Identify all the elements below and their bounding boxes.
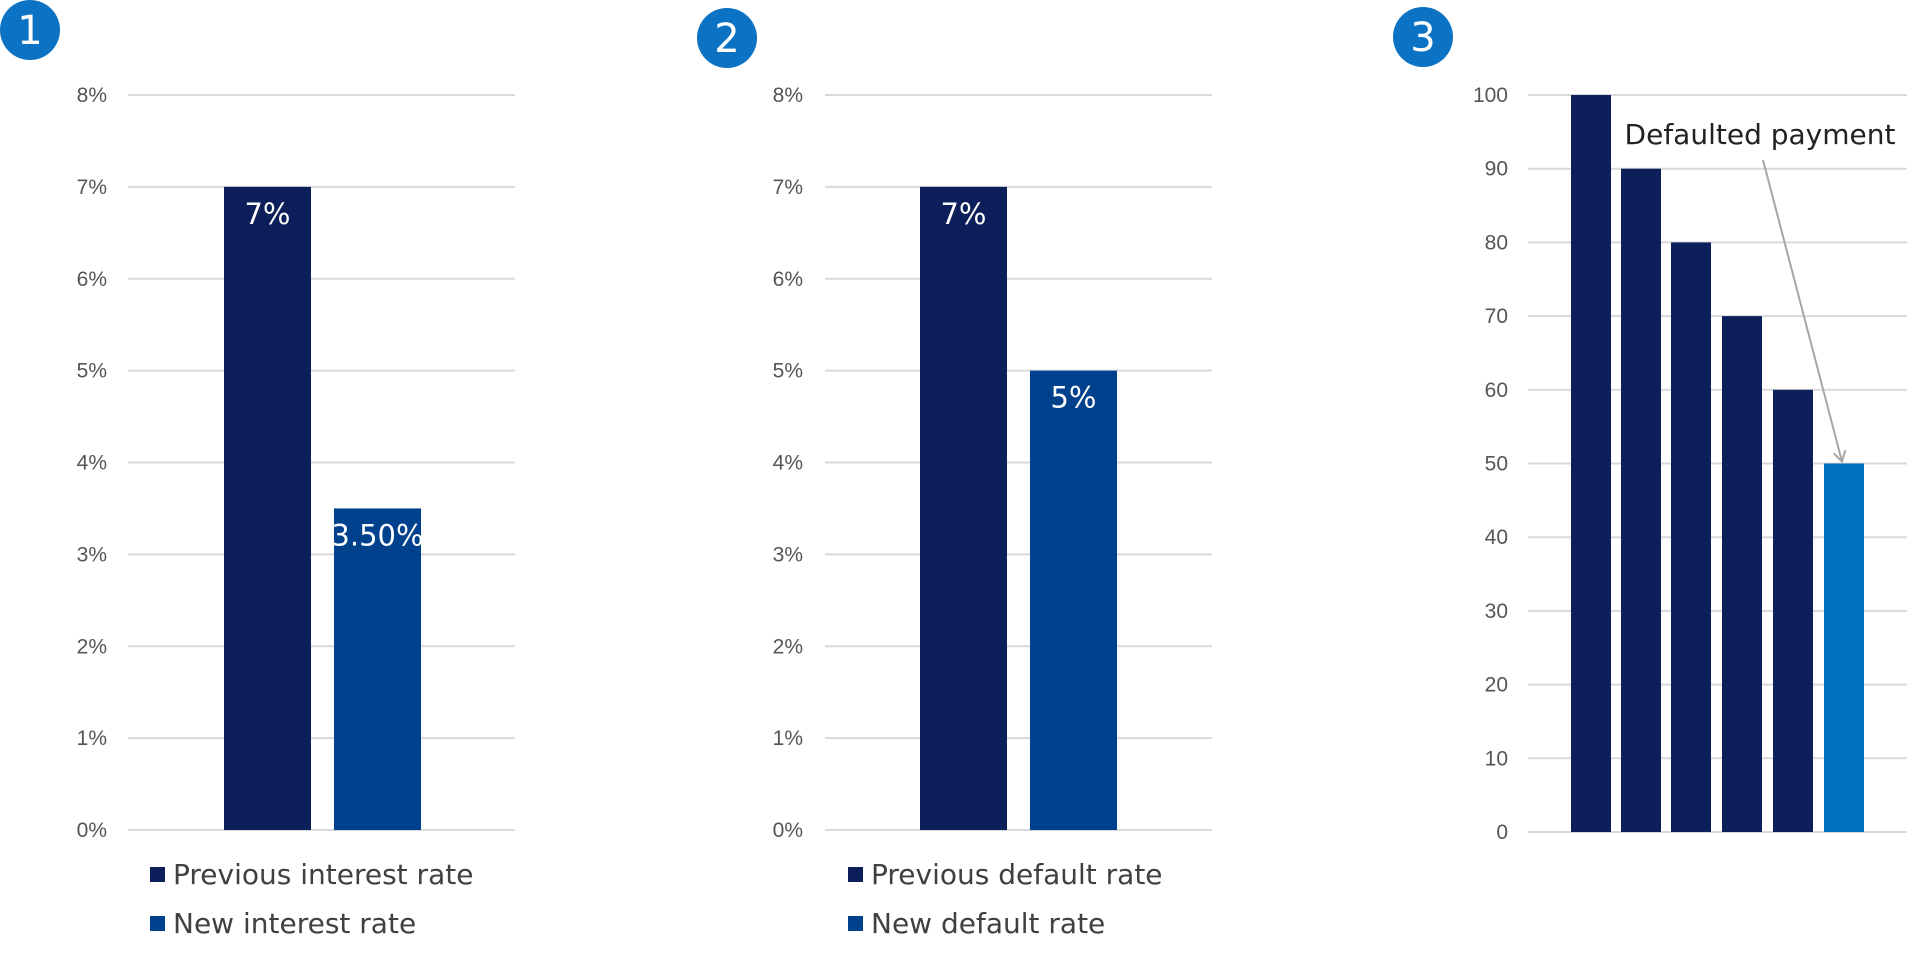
- y-tick-label: 2%: [773, 635, 803, 658]
- legend-swatch: [848, 916, 863, 931]
- chart-number-badge: 1: [0, 0, 60, 60]
- bar: [1722, 316, 1762, 833]
- y-tick-label: 20: [1485, 674, 1508, 697]
- legend-label: Previous default rate: [871, 858, 1163, 891]
- chart-1: 1 0% 1% 2% 3% 4% 5% 6% 7% 8% 7% 3.50% Previous inter…: [0, 0, 515, 940]
- badge-number: 3: [1410, 15, 1435, 61]
- bar: [1621, 168, 1661, 832]
- legend-item: New interest rate: [150, 907, 416, 940]
- y-tick-label: 70: [1485, 305, 1508, 328]
- legend-item: Previous interest rate: [150, 858, 473, 891]
- y-tick-label: 8%: [77, 84, 107, 107]
- y-tick-label: 3%: [773, 543, 803, 566]
- legend-label: New interest rate: [173, 907, 416, 940]
- y-tick-label: 5%: [773, 360, 803, 383]
- y-tick-label: 7%: [773, 176, 803, 199]
- y-tick-label: 30: [1485, 600, 1508, 623]
- y-tick-label: 0%: [77, 819, 107, 842]
- chart-number-badge: 2: [697, 8, 757, 68]
- y-tick-label: 7%: [77, 176, 107, 199]
- annotation-label: Defaulted payment: [1625, 118, 1896, 151]
- y-tick-label: 100: [1473, 84, 1508, 107]
- y-tick-label: 3%: [77, 543, 107, 566]
- bar: [1824, 463, 1864, 832]
- y-tick-label: 2%: [77, 635, 107, 658]
- legend-label: Previous interest rate: [173, 858, 473, 891]
- chart-number-badge: 3: [1393, 7, 1453, 67]
- bar: [1030, 370, 1117, 830]
- y-tick-label: 6%: [77, 268, 107, 291]
- legend-item: Previous default rate: [848, 858, 1163, 891]
- bar: [920, 186, 1007, 830]
- y-tick-label: 4%: [77, 452, 107, 475]
- legend-swatch: [848, 867, 863, 882]
- chart-2: 2 0% 1% 2% 3% 4% 5% 6% 7% 8% 7% 5% Previous default …: [697, 8, 1212, 940]
- y-tick-label: 6%: [773, 268, 803, 291]
- y-tick-label: 80: [1485, 231, 1508, 254]
- bar: [1571, 95, 1611, 832]
- bar: [334, 508, 421, 830]
- badge-circle: [1393, 7, 1453, 67]
- annotation-arrow: [1762, 159, 1847, 464]
- y-tick-label: 40: [1485, 526, 1508, 549]
- bar-data-label: 3.50%: [331, 518, 423, 552]
- legend-label: New default rate: [871, 907, 1105, 940]
- y-tick-label: 0%: [773, 819, 803, 842]
- bar-data-label: 5%: [1050, 381, 1096, 415]
- badge-number: 1: [17, 8, 42, 54]
- legend-swatch: [150, 867, 165, 882]
- bar-data-label: 7%: [244, 197, 290, 231]
- bar: [1671, 242, 1711, 832]
- bar-data-label: 7%: [940, 197, 986, 231]
- bar: [1773, 389, 1813, 832]
- y-tick-label: 90: [1485, 158, 1508, 181]
- y-tick-label: 1%: [77, 727, 107, 750]
- badge-circle: [0, 0, 60, 60]
- y-tick-label: 50: [1485, 453, 1508, 476]
- y-tick-label: 60: [1485, 379, 1508, 402]
- legend-item: New default rate: [848, 907, 1105, 940]
- legend-swatch: [150, 916, 165, 931]
- y-tick-label: 8%: [773, 84, 803, 107]
- y-tick-label: 5%: [77, 360, 107, 383]
- badge-number: 2: [714, 16, 739, 62]
- y-tick-label: 1%: [773, 727, 803, 750]
- y-tick-label: 0: [1496, 821, 1508, 844]
- bar: [224, 186, 311, 830]
- y-tick-label: 10: [1485, 747, 1508, 770]
- badge-circle: [697, 8, 757, 68]
- y-tick-label: 4%: [773, 452, 803, 475]
